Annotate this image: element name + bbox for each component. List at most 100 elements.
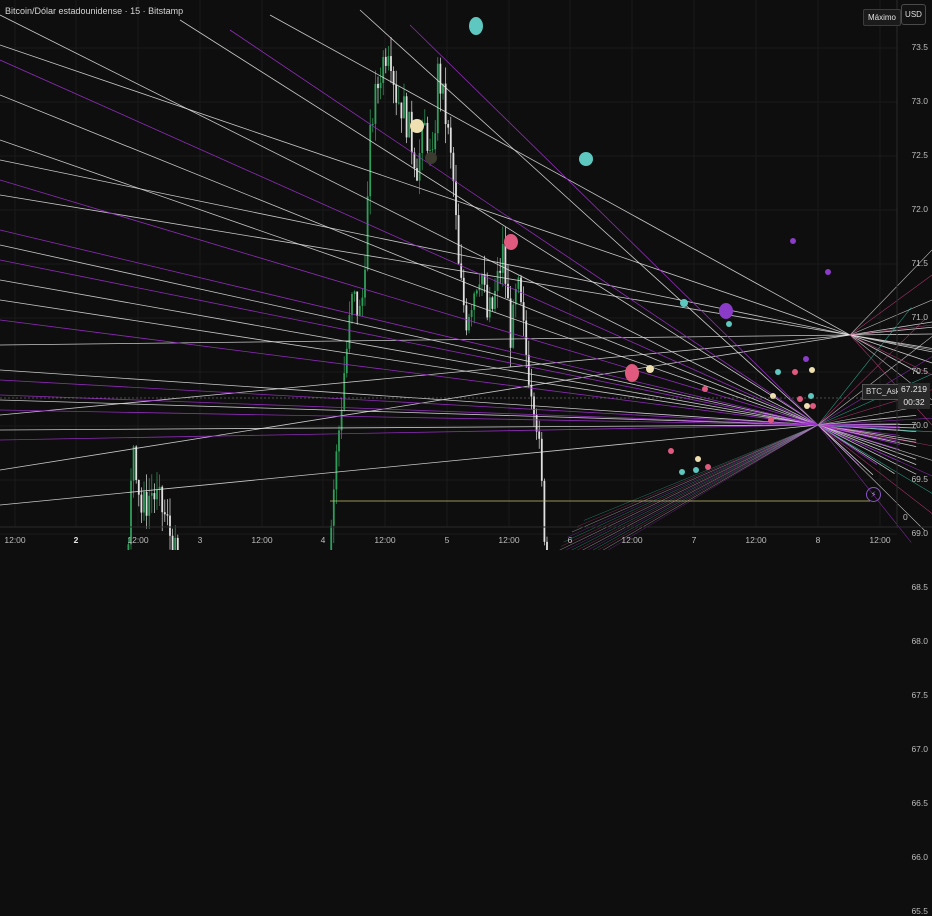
price-chart[interactable] <box>0 0 932 550</box>
x-tick-label: 12:00 <box>251 535 273 545</box>
ray-line <box>817 424 912 543</box>
circle-marker <box>695 456 701 462</box>
ray-line <box>817 424 932 514</box>
candle-body <box>442 83 444 94</box>
x-tick-label: 12:00 <box>745 535 767 545</box>
trend-lines-overlay <box>0 9 932 550</box>
candle-body <box>153 493 156 500</box>
trend-line-purple <box>409 24 860 466</box>
circle-marker <box>646 365 654 373</box>
candle-body <box>416 168 418 181</box>
ray-line <box>849 324 932 336</box>
circle-marker <box>775 369 781 375</box>
candle-body <box>486 284 489 318</box>
trend-line <box>0 321 932 471</box>
ray-line <box>582 424 819 550</box>
candle-body <box>345 348 348 374</box>
candle-body <box>499 270 502 273</box>
y-tick-label: 66.0 <box>911 852 928 862</box>
y-tick-label: 72.0 <box>911 204 928 214</box>
candle-body <box>512 304 515 348</box>
circle-marker <box>425 152 437 164</box>
candle-body <box>358 305 361 316</box>
ray-line <box>597 424 819 550</box>
candle-body <box>156 489 158 500</box>
candle-body <box>405 96 408 138</box>
ray-line <box>817 417 932 426</box>
ray-line <box>849 334 932 351</box>
circle-marker <box>726 321 732 327</box>
trend-line <box>0 415 917 506</box>
ray-line <box>587 424 819 550</box>
x-tick-label: 3 <box>197 535 203 545</box>
currency-button[interactable]: USD <box>901 4 926 25</box>
candle-body <box>332 489 335 526</box>
grid-lines <box>0 0 897 535</box>
candle-body <box>517 277 520 289</box>
ray-line <box>607 424 819 550</box>
candle-body <box>338 430 340 452</box>
y-tick-label: 68.0 <box>911 636 928 646</box>
y-tick-label: 69.5 <box>911 474 928 484</box>
circle-marker <box>693 467 699 473</box>
candle-body <box>507 283 509 299</box>
candle-body <box>130 480 132 545</box>
x-tick-label: 12:00 <box>127 535 149 545</box>
x-tick-label: 2 <box>73 535 79 545</box>
circle-marker <box>810 403 816 409</box>
ray-line <box>567 424 819 538</box>
candle-body <box>468 316 470 331</box>
circle-marker <box>668 448 674 454</box>
candle-body <box>530 384 533 397</box>
candle-body <box>488 297 491 318</box>
circle-marker <box>705 464 711 470</box>
ray-line <box>602 424 819 550</box>
candle-body <box>546 541 548 550</box>
candle-body <box>377 83 379 89</box>
candle-body <box>335 451 338 490</box>
candle-body <box>158 486 161 490</box>
y-tick-label: 70.0 <box>911 420 928 430</box>
candle-body <box>494 290 496 309</box>
ray-line <box>817 319 925 426</box>
candle-body <box>413 152 416 169</box>
candle-body <box>421 125 424 154</box>
candle-body <box>478 284 481 291</box>
ray-line <box>817 389 932 426</box>
circle-marker <box>803 356 809 362</box>
candle-body <box>353 291 356 294</box>
circle-marker <box>804 403 810 409</box>
candle-body <box>364 269 366 298</box>
ray-line <box>817 307 912 426</box>
circle-marker <box>679 469 685 475</box>
candle-body <box>475 290 478 294</box>
candle-body <box>501 244 504 273</box>
candle-body <box>392 71 395 85</box>
trend-line <box>0 44 932 364</box>
trend-line-purple <box>0 319 900 436</box>
ask-countdown: 00:32 <box>903 397 925 407</box>
y-tick-label: 67.5 <box>911 690 928 700</box>
candle-body <box>452 152 455 182</box>
candle-body <box>522 302 525 321</box>
x-tick-label: 5 <box>444 535 450 545</box>
lightning-icon[interactable]: ⚡ <box>866 487 881 502</box>
candle-body <box>390 56 392 72</box>
x-tick-label: 7 <box>691 535 697 545</box>
trend-line-purple <box>0 379 900 430</box>
max-badge[interactable]: Máximo <box>863 9 902 26</box>
ray-line <box>560 424 819 547</box>
candle-body <box>431 149 434 151</box>
candle-body <box>470 309 473 317</box>
candle-body <box>145 491 148 516</box>
candle-body <box>127 544 130 550</box>
candle-body <box>540 438 543 481</box>
y-tick-label: 70.5 <box>911 366 928 376</box>
circle-marker <box>504 234 518 250</box>
x-tick-label: 12:00 <box>374 535 396 545</box>
ask-series-label: BTC_Ask <box>862 384 904 400</box>
candle-body <box>161 486 164 513</box>
trend-line-purple <box>0 423 900 441</box>
ray-line <box>849 299 932 336</box>
circle-markers <box>410 17 831 475</box>
